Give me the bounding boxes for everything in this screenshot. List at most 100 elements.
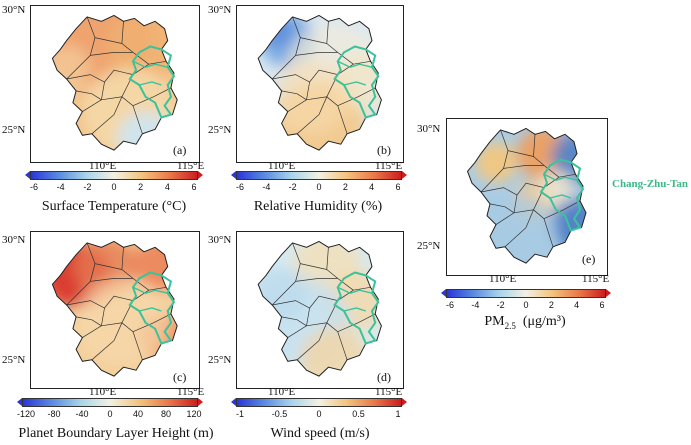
lon-label-west: 110°E — [89, 386, 117, 398]
colorbar-tick-label: 80 — [160, 409, 172, 419]
colorbar — [30, 171, 198, 180]
lon-label-east: 115°E — [177, 386, 205, 398]
province-boundary — [51, 240, 178, 377]
colorbar-tick-label: -6 — [235, 182, 245, 192]
colorbar-tick-label: -40 — [75, 409, 89, 419]
county-boundary — [121, 247, 150, 291]
chang-zhu-tan-boundary — [543, 173, 578, 181]
field-shading — [52, 15, 178, 151]
county-boundary — [318, 322, 328, 341]
county-boundary — [306, 322, 348, 360]
lon-label-west: 110°E — [489, 273, 517, 285]
county-boundary — [295, 52, 338, 56]
province-map — [466, 127, 587, 264]
province-boundary — [257, 240, 382, 377]
county-boundary — [326, 247, 354, 291]
lon-label-west: 110°E — [268, 160, 296, 172]
colorbar-arrow-right — [402, 171, 407, 179]
county-boundary — [101, 96, 143, 134]
county-boundary — [525, 209, 534, 228]
colorbar-tick-label: 6 — [395, 182, 401, 192]
colorbar-tick-label: 2 — [138, 182, 144, 192]
colorbar-tick-label: -4 — [262, 182, 271, 192]
county-boundary — [113, 96, 123, 115]
lat-label-north: 30°N — [417, 123, 441, 135]
county-boundary — [507, 150, 534, 157]
county-boundary — [90, 278, 133, 282]
colorbar-tick-label: 0 — [111, 182, 117, 192]
colorbar — [446, 289, 606, 298]
colorbar-tick-label: 1 — [395, 409, 401, 419]
county-boundary — [271, 242, 301, 306]
chang-zhu-tan-boundary — [343, 307, 367, 312]
county-boundary — [300, 37, 327, 44]
field-shading — [258, 241, 382, 377]
county-boundary — [113, 322, 123, 341]
colorbar-arrow-right — [606, 289, 611, 297]
variable-title: Surface Temperature (°C) — [41, 199, 187, 214]
colorbar-tick-label: 4 — [369, 182, 375, 192]
lon-label-west: 110°E — [268, 386, 296, 398]
lat-label-south: 25°N — [2, 354, 26, 366]
chang-zhu-tan-boundary — [132, 60, 168, 68]
chang-zhu-tan-boundary — [343, 81, 367, 86]
colorbar-tick-label: 4 — [164, 182, 170, 192]
panel-label: (c) — [173, 370, 187, 384]
map-frame-e — [446, 118, 608, 276]
panel-label: (e) — [582, 252, 596, 266]
field-shading — [52, 241, 178, 377]
county-boundary — [337, 87, 376, 107]
chang-zhu-tan-annotation: Chang-Zhu-Tan — [612, 178, 689, 190]
colorbar-tick-label: -1 — [235, 409, 245, 419]
county-boundary — [318, 96, 328, 115]
colorbar-arrow-right — [198, 171, 203, 179]
colorbar-tick-label: -6 — [445, 300, 455, 310]
chang-zhu-tan-boundary — [132, 286, 168, 294]
colorbar-tick-label: 6 — [191, 182, 197, 192]
county-boundary — [121, 21, 150, 65]
colorbar-arrow-right — [402, 398, 407, 406]
lat-label-south: 25°N — [2, 124, 26, 136]
colorbar — [22, 398, 198, 407]
colorbar-tick-label: -6 — [29, 182, 39, 192]
county-boundary — [132, 87, 172, 107]
county-boundary — [271, 16, 301, 80]
lon-label-west: 110°E — [89, 160, 117, 172]
county-boundary — [533, 134, 560, 178]
colorbar-tick-label: 120 — [186, 409, 202, 419]
county-boundary — [66, 286, 167, 309]
colorbar-arrow-left — [25, 171, 30, 179]
lon-label-east: 115°E — [375, 160, 403, 172]
colorbar-tick-label: -0.5 — [271, 409, 288, 419]
county-boundary — [326, 21, 354, 65]
colorbar-tick-label: 0 — [316, 182, 322, 192]
county-boundary — [94, 37, 122, 44]
chang-zhu-tan-boundary — [333, 45, 380, 119]
county-boundary — [101, 322, 143, 360]
colorbar-tick-label: -4 — [56, 182, 65, 192]
lat-label-south: 25°N — [208, 354, 232, 366]
county-boundary — [306, 96, 348, 134]
county-boundary — [480, 129, 509, 193]
variable-title: Wind speed (m/s) — [270, 426, 370, 441]
county-boundary — [90, 52, 133, 56]
county-boundary — [66, 242, 96, 306]
chang-zhu-tan-boundary — [139, 307, 162, 312]
lat-label-north: 30°N — [2, 4, 26, 16]
chang-zhu-tan-boundary — [139, 81, 162, 86]
county-boundary — [337, 313, 376, 333]
lat-label-north: 30°N — [208, 4, 232, 16]
colorbar-tick-label: -80 — [47, 409, 61, 419]
colorbar-tick-label: 6 — [599, 300, 605, 310]
lat-label-south: 25°N — [417, 240, 441, 252]
field-shading — [258, 15, 382, 151]
chang-zhu-tan-boundary — [128, 45, 176, 119]
colorbar-tick-label: -2 — [496, 300, 505, 310]
panel-label: (d) — [377, 370, 391, 384]
county-boundary — [503, 165, 544, 169]
county-boundary — [513, 209, 554, 247]
lat-label-south: 25°N — [208, 124, 232, 136]
colorbar-arrow-left — [17, 398, 22, 406]
map-frame-a — [30, 5, 200, 163]
county-boundary — [91, 114, 115, 135]
